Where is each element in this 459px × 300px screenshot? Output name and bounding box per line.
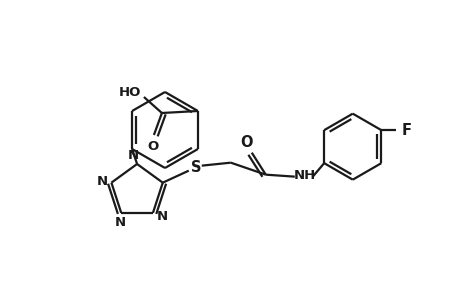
Text: NH: NH bbox=[293, 169, 315, 182]
Text: HO: HO bbox=[118, 85, 141, 98]
Text: N: N bbox=[127, 148, 138, 161]
Text: O: O bbox=[147, 140, 158, 152]
Text: S: S bbox=[190, 160, 201, 175]
Text: O: O bbox=[240, 135, 252, 150]
Text: N: N bbox=[97, 175, 108, 188]
Text: N: N bbox=[114, 216, 125, 229]
Text: F: F bbox=[400, 123, 410, 138]
Text: N: N bbox=[156, 210, 167, 223]
